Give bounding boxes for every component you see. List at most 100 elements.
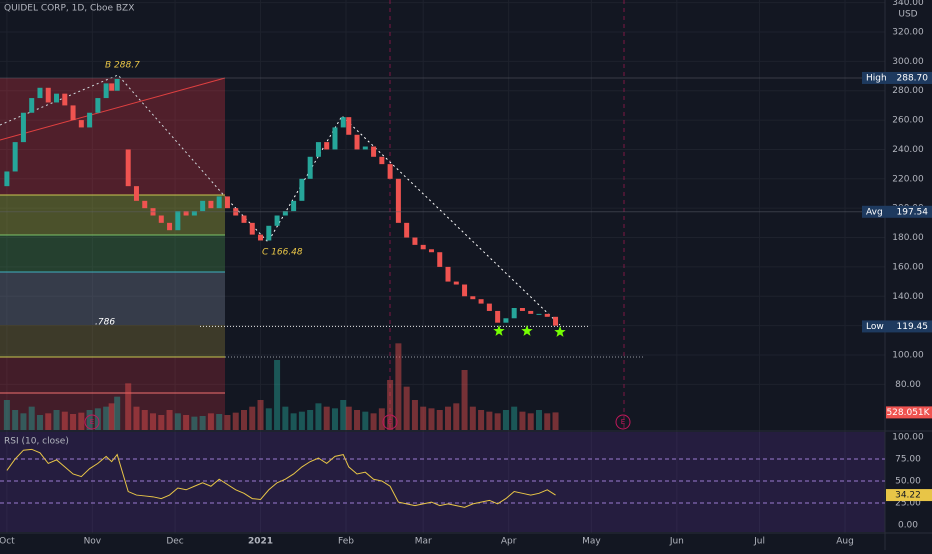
candle bbox=[191, 211, 197, 216]
candle bbox=[445, 266, 451, 282]
volume-bar bbox=[315, 403, 322, 430]
y-tick-label: 300.00 bbox=[892, 57, 924, 67]
rsi-title: RSI (10, close) bbox=[4, 437, 69, 447]
candle bbox=[395, 178, 401, 223]
candle bbox=[354, 134, 360, 150]
volume-bar bbox=[331, 408, 338, 430]
volume-bar bbox=[166, 410, 173, 430]
x-tick-label: Mar bbox=[415, 537, 432, 547]
x-tick-label: Jun bbox=[669, 537, 684, 547]
candle bbox=[12, 142, 18, 172]
level-value: 119.45 bbox=[897, 322, 929, 332]
rsi-tick-label: 100.00 bbox=[892, 433, 924, 443]
trend-line bbox=[0, 77, 226, 141]
candle bbox=[20, 112, 26, 143]
volume-bar bbox=[36, 415, 43, 430]
candle bbox=[371, 146, 377, 157]
volume-last-box bbox=[886, 406, 932, 419]
y-tick-label: 240.00 bbox=[892, 145, 924, 155]
volume-bar bbox=[282, 406, 289, 430]
event-label: E bbox=[388, 418, 392, 426]
candle bbox=[307, 156, 313, 179]
volume-bar bbox=[45, 413, 52, 430]
candle bbox=[362, 146, 368, 150]
candle bbox=[503, 318, 509, 323]
candle bbox=[70, 105, 76, 121]
candle bbox=[87, 112, 93, 128]
candle bbox=[553, 316, 559, 326]
chart-title: QUIDEL CORP, 1D, Cboe BZX bbox=[4, 4, 134, 14]
volume-bar bbox=[420, 406, 427, 430]
candle bbox=[45, 87, 51, 103]
volume-bar bbox=[53, 410, 60, 430]
volume-bar bbox=[340, 400, 347, 430]
volume-bar bbox=[527, 413, 534, 430]
candle bbox=[62, 93, 68, 106]
fib-zone bbox=[0, 78, 225, 195]
star bbox=[554, 326, 566, 337]
candle bbox=[249, 222, 255, 235]
volume-bar bbox=[469, 406, 476, 430]
y-tick-label: 320.00 bbox=[892, 28, 924, 38]
candle bbox=[282, 211, 288, 216]
volume-bar bbox=[249, 406, 256, 430]
volume-bar bbox=[362, 411, 369, 430]
volume-bar bbox=[86, 410, 93, 430]
volume-bar bbox=[298, 411, 305, 430]
y-tick-label: 260.00 bbox=[892, 116, 924, 126]
volume-bar bbox=[191, 416, 198, 430]
event-label: E bbox=[90, 418, 94, 426]
candle bbox=[142, 200, 148, 209]
candle bbox=[258, 234, 264, 241]
volume-bar bbox=[207, 413, 214, 430]
candle bbox=[511, 308, 517, 319]
fib-zone bbox=[0, 272, 225, 325]
candle bbox=[486, 303, 492, 311]
level-box bbox=[862, 320, 932, 333]
volume-bar bbox=[133, 406, 140, 430]
x-tick-label: Apr bbox=[501, 537, 517, 547]
candle bbox=[37, 87, 43, 99]
x-tick-label: Dec bbox=[166, 537, 183, 547]
x-tick-label: Aug bbox=[836, 537, 854, 547]
pattern-line bbox=[227, 115, 561, 326]
y-tick-label: 80.00 bbox=[895, 380, 921, 390]
volume-bar bbox=[453, 403, 460, 430]
volume-bar bbox=[428, 408, 435, 430]
volume-bar bbox=[174, 413, 181, 430]
candle bbox=[470, 296, 476, 300]
rsi-tick-label: 75.00 bbox=[895, 455, 921, 465]
candle bbox=[346, 117, 352, 135]
x-tick-label: Feb bbox=[338, 537, 354, 547]
level-name: Avg bbox=[866, 207, 883, 217]
volume-bar bbox=[70, 414, 77, 430]
y-tick-label: 140.00 bbox=[892, 292, 924, 302]
volume-bar bbox=[535, 410, 542, 430]
candle bbox=[536, 313, 542, 315]
volume-bar bbox=[486, 411, 493, 430]
volume-bar bbox=[141, 410, 148, 430]
volume-bar bbox=[28, 406, 35, 430]
event-marker bbox=[84, 414, 100, 430]
candle bbox=[125, 149, 131, 187]
volume-bar bbox=[544, 413, 551, 430]
volume-bar bbox=[445, 406, 452, 430]
candle bbox=[315, 142, 321, 157]
currency: USD bbox=[898, 10, 917, 20]
volume-bar bbox=[478, 410, 485, 430]
volume-bar bbox=[552, 412, 559, 430]
volume-bar bbox=[199, 416, 206, 430]
volume-bar bbox=[290, 413, 297, 430]
candle bbox=[109, 83, 115, 91]
candle bbox=[158, 215, 164, 223]
volume-bar bbox=[411, 400, 418, 430]
fib-zone bbox=[0, 195, 225, 235]
volume-bar bbox=[502, 410, 509, 430]
level-box bbox=[862, 71, 932, 84]
volume-bar bbox=[354, 410, 361, 430]
candle bbox=[544, 313, 550, 317]
rsi-tick-label: 50.00 bbox=[895, 476, 921, 486]
candle bbox=[216, 196, 222, 209]
volume-last-label: 528.051K bbox=[886, 408, 930, 418]
